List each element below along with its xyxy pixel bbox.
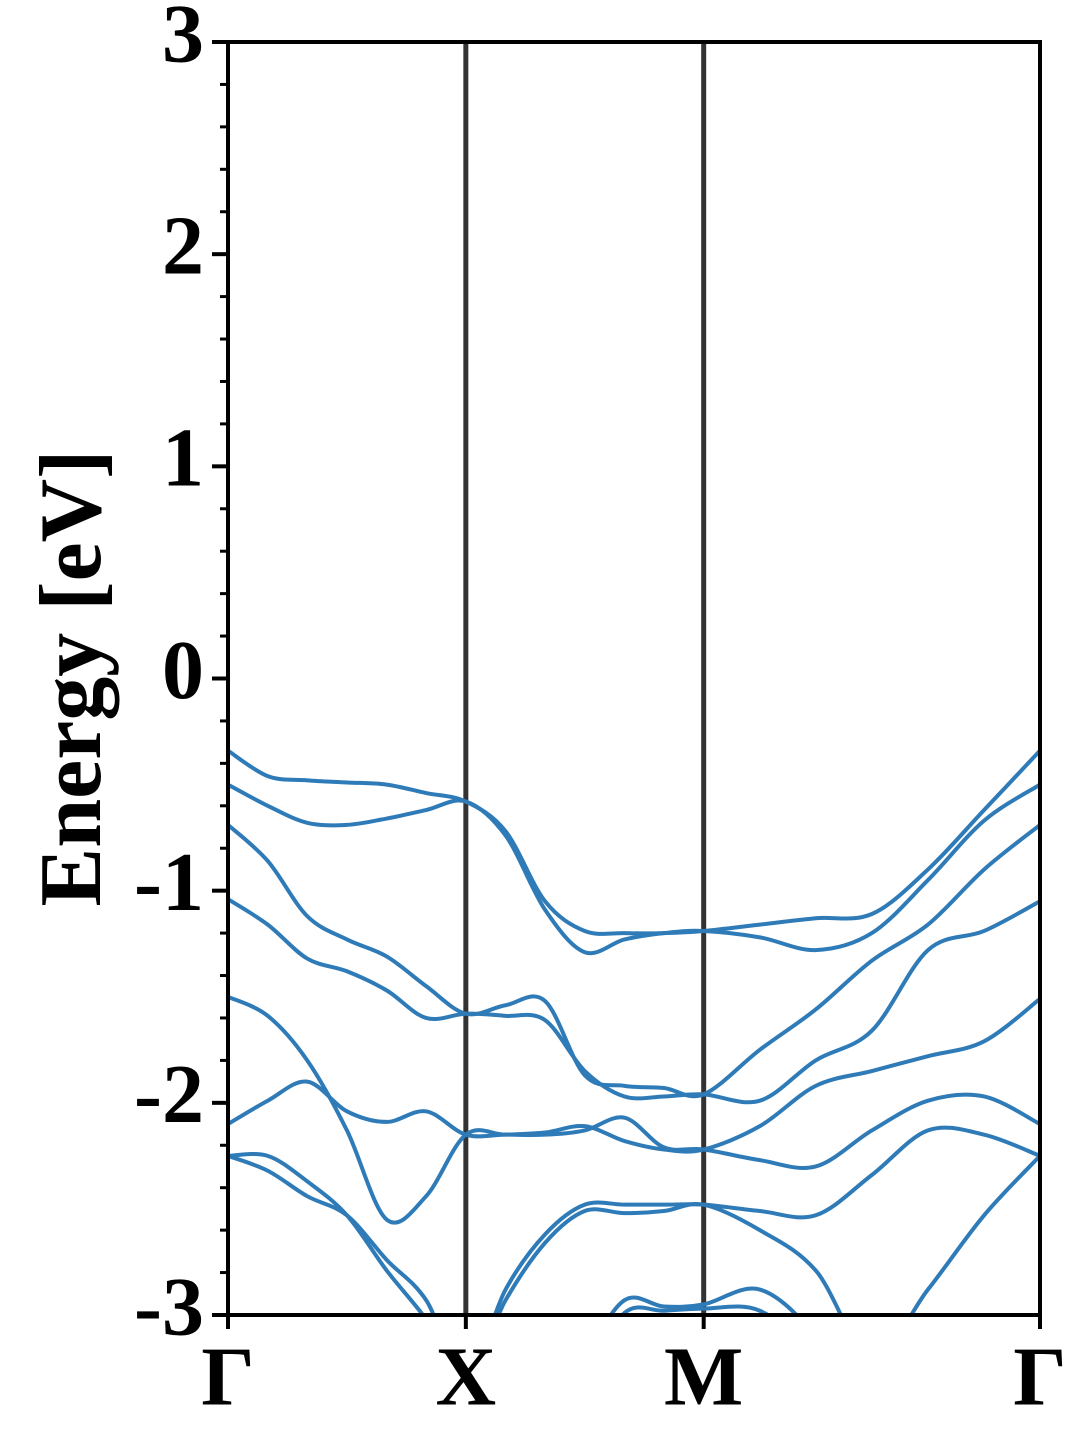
y-tick-label: -1 xyxy=(134,836,204,929)
x-tick-label: Γ xyxy=(1013,1330,1066,1423)
x-tick-label: Γ xyxy=(201,1330,254,1423)
band-line xyxy=(228,1153,1040,1315)
y-tick-label: 3 xyxy=(162,0,204,80)
band-line xyxy=(228,994,1040,1225)
band-line xyxy=(228,1079,1040,1170)
band-line xyxy=(228,1125,1040,1315)
plot-frame xyxy=(226,40,1042,1317)
y-tick-label: -3 xyxy=(134,1260,204,1353)
y-tick-label: 0 xyxy=(162,624,204,717)
grid-layer xyxy=(463,42,707,1315)
y-axis-label: Energy [eV] xyxy=(23,450,120,907)
y-tick-label: 1 xyxy=(162,412,204,505)
y-tick-label: -2 xyxy=(134,1048,204,1141)
band-line xyxy=(228,782,1040,956)
band-line xyxy=(228,748,1040,936)
band-line xyxy=(228,897,1040,1105)
x-tick-label: X xyxy=(436,1330,497,1423)
x-tick-label: M xyxy=(664,1330,743,1423)
band-line xyxy=(619,1304,772,1315)
y-tick-label: 2 xyxy=(162,199,204,292)
band-line xyxy=(228,823,1040,1099)
lines-layer xyxy=(228,748,1040,1315)
